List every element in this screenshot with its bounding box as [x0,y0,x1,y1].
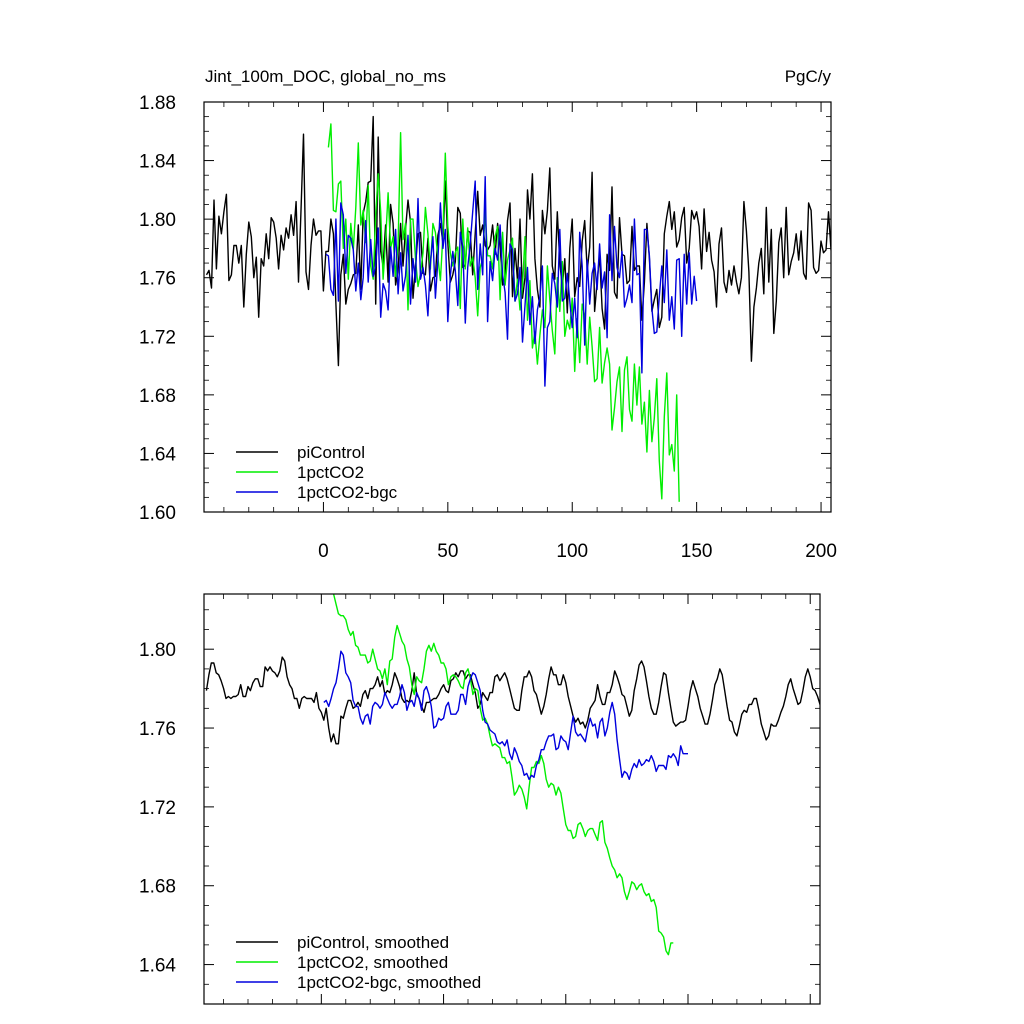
axis-ticks: 1.64 1.68 1.72 1.76 1.80 [139,594,820,1005]
legend-label: 1pctCO2, smoothed [297,953,448,972]
series-line-1pctco2-smoothed [332,594,674,956]
top-chart-panel: 0 50 100 150 200 1.60 1.64 1.68 1.72 1.76 1.80 1.84… [139,93,837,562]
y-tick-label: 1.84 [139,152,176,173]
series-lines [205,115,831,502]
y-tick-label: 1.76 [139,719,176,740]
chart-title: Jint_100m_DOC, global_no_ms [205,67,446,86]
y-tick-label: 1.68 [139,386,176,407]
series-line-1pctco2-bgc [325,175,698,387]
x-tick-label: 50 [437,541,458,562]
x-tick-label: 200 [805,541,837,562]
legend-label: piControl, smoothed [297,933,449,952]
y-tick-label: 1.72 [139,798,176,819]
y-tick-label: 1.68 [139,877,176,898]
legend-label: 1pctCO2 [297,463,364,482]
bottom-chart-panel: 1.64 1.68 1.72 1.76 1.80 piControl, smoothed… [139,593,821,1005]
y-tick-label: 1.64 [139,444,176,465]
axis-ticks: 0 50 100 150 200 1.60 1.64 1.68 1.72 1.76 1.80 1.84… [139,93,837,562]
units-label: PgC/y [785,67,832,86]
plot-frame [203,593,821,1005]
y-tick-label: 1.80 [139,210,176,231]
y-tick-label: 1.88 [139,93,176,114]
x-tick-label: 100 [556,541,588,562]
y-tick-label: 1.76 [139,269,176,290]
legend-label: 1pctCO2-bgc [297,483,398,502]
y-tick-label: 1.72 [139,327,176,348]
y-tick-label: 1.64 [139,956,176,977]
x-tick-label: 150 [681,541,713,562]
y-tick-label: 1.60 [139,503,176,524]
legend-label: piControl [297,443,365,462]
series-lines [205,594,820,956]
x-tick-label: 0 [318,541,329,562]
y-tick-label: 1.80 [139,640,176,661]
legend-label: 1pctCO2-bgc, smoothed [297,973,481,992]
series-line-picontrol-smoothed [205,656,820,745]
series-line-1pctco2-bgc-smoothed [323,650,688,780]
series-line-1pctco2 [327,123,680,502]
